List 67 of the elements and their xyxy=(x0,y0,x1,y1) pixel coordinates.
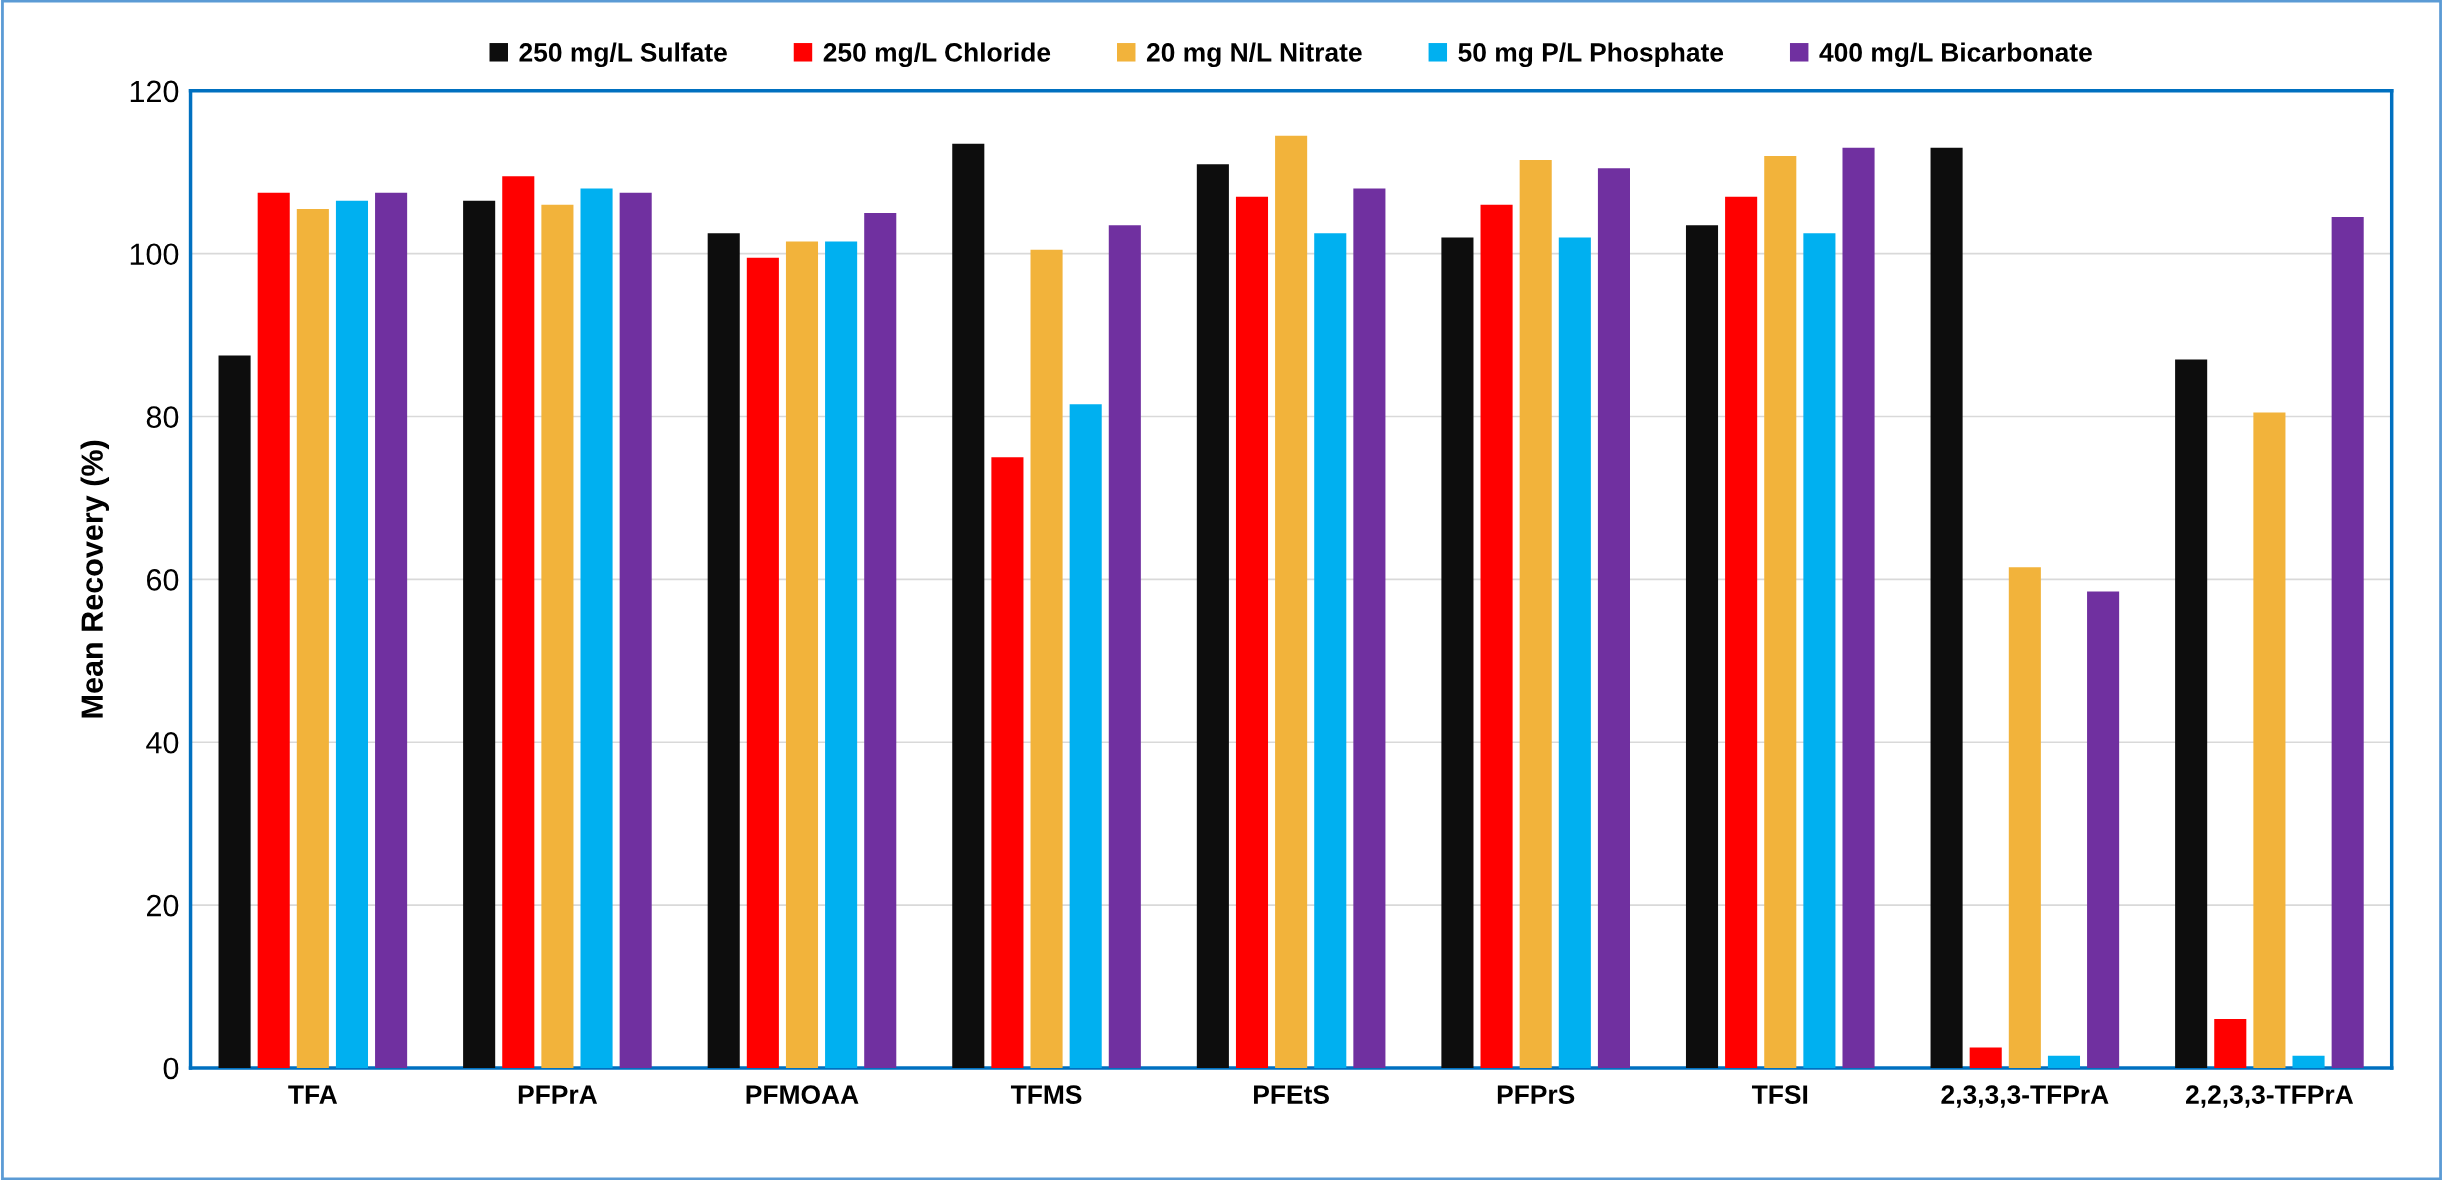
x-tick-label: 2,2,3,3-TFPrA xyxy=(2186,1085,2354,1108)
bar xyxy=(1519,160,1552,1068)
bar xyxy=(1930,147,1963,1068)
x-tick-label: TFSI xyxy=(1751,1085,1808,1104)
bar xyxy=(2175,359,2208,1068)
bar xyxy=(335,200,369,1068)
bar xyxy=(1030,249,1063,1068)
x-tick-label: PFEtS xyxy=(1254,1085,1329,1104)
x-tick-label: PFMOAA xyxy=(746,1085,859,1104)
y-tick-label: 40 xyxy=(146,731,179,754)
bar xyxy=(864,212,897,1068)
y-tick-label: 0 xyxy=(163,1057,179,1080)
bar xyxy=(1764,156,1797,1068)
x-tick-label: TFA xyxy=(288,1085,338,1104)
bar xyxy=(1558,237,1591,1068)
bar xyxy=(2214,1019,2247,1068)
y-axis-title: Mean Recovery (%) xyxy=(80,440,110,718)
bar xyxy=(1235,196,1269,1068)
bar xyxy=(1480,204,1513,1068)
bar xyxy=(1196,164,1229,1068)
bar xyxy=(2047,1055,2081,1068)
legend-label: 250 mg/L Chloride xyxy=(823,42,1051,68)
bar xyxy=(1969,1047,2002,1068)
y-tick-label: 120 xyxy=(130,80,179,103)
bar xyxy=(707,233,740,1068)
legend-label: 50 mg P/L Phosphate xyxy=(1458,42,1724,68)
x-tick-label: 2,3,3,3-TFPrA xyxy=(1941,1085,2109,1108)
bar xyxy=(1069,404,1102,1068)
bar xyxy=(296,208,329,1068)
bar xyxy=(257,192,290,1068)
bar xyxy=(463,200,496,1068)
bar xyxy=(785,241,819,1068)
y-tick-label: 80 xyxy=(146,406,179,428)
bar xyxy=(218,355,251,1068)
x-tick-label: PFPrS xyxy=(1497,1085,1575,1104)
bar xyxy=(2292,1055,2325,1068)
bar xyxy=(1275,135,1308,1068)
bar xyxy=(1108,225,1141,1068)
x-tick-label: PFPrA xyxy=(518,1085,598,1104)
bar xyxy=(2253,412,2286,1068)
legend-label: 20 mg N/L Nitrate xyxy=(1146,42,1362,68)
bar xyxy=(1803,233,1836,1068)
bar xyxy=(746,257,779,1068)
bar xyxy=(2087,591,2120,1068)
bar xyxy=(2008,567,2041,1068)
y-tick-label: 20 xyxy=(147,894,179,917)
bar xyxy=(2331,217,2364,1068)
bar xyxy=(502,176,535,1068)
bar xyxy=(1725,196,1758,1068)
bar xyxy=(952,143,985,1068)
bar xyxy=(1685,225,1719,1068)
bar xyxy=(1353,188,1386,1068)
bar xyxy=(619,192,652,1068)
legend-label: 250 mg/L Sulfate xyxy=(519,42,727,68)
bar xyxy=(375,192,408,1068)
bar xyxy=(991,457,1024,1068)
bar xyxy=(1842,147,1875,1068)
y-tick-label: 100 xyxy=(130,243,179,266)
bar xyxy=(825,241,858,1068)
bar xyxy=(1314,233,1347,1068)
legend-label: 400 mg/L Bicarbonate xyxy=(1819,42,2092,68)
bar xyxy=(580,188,613,1068)
bar xyxy=(1597,168,1630,1068)
bar xyxy=(1441,237,1474,1068)
x-tick-label: TFMS xyxy=(1010,1085,1082,1104)
y-tick-label: 60 xyxy=(147,569,179,591)
bar xyxy=(541,204,574,1068)
